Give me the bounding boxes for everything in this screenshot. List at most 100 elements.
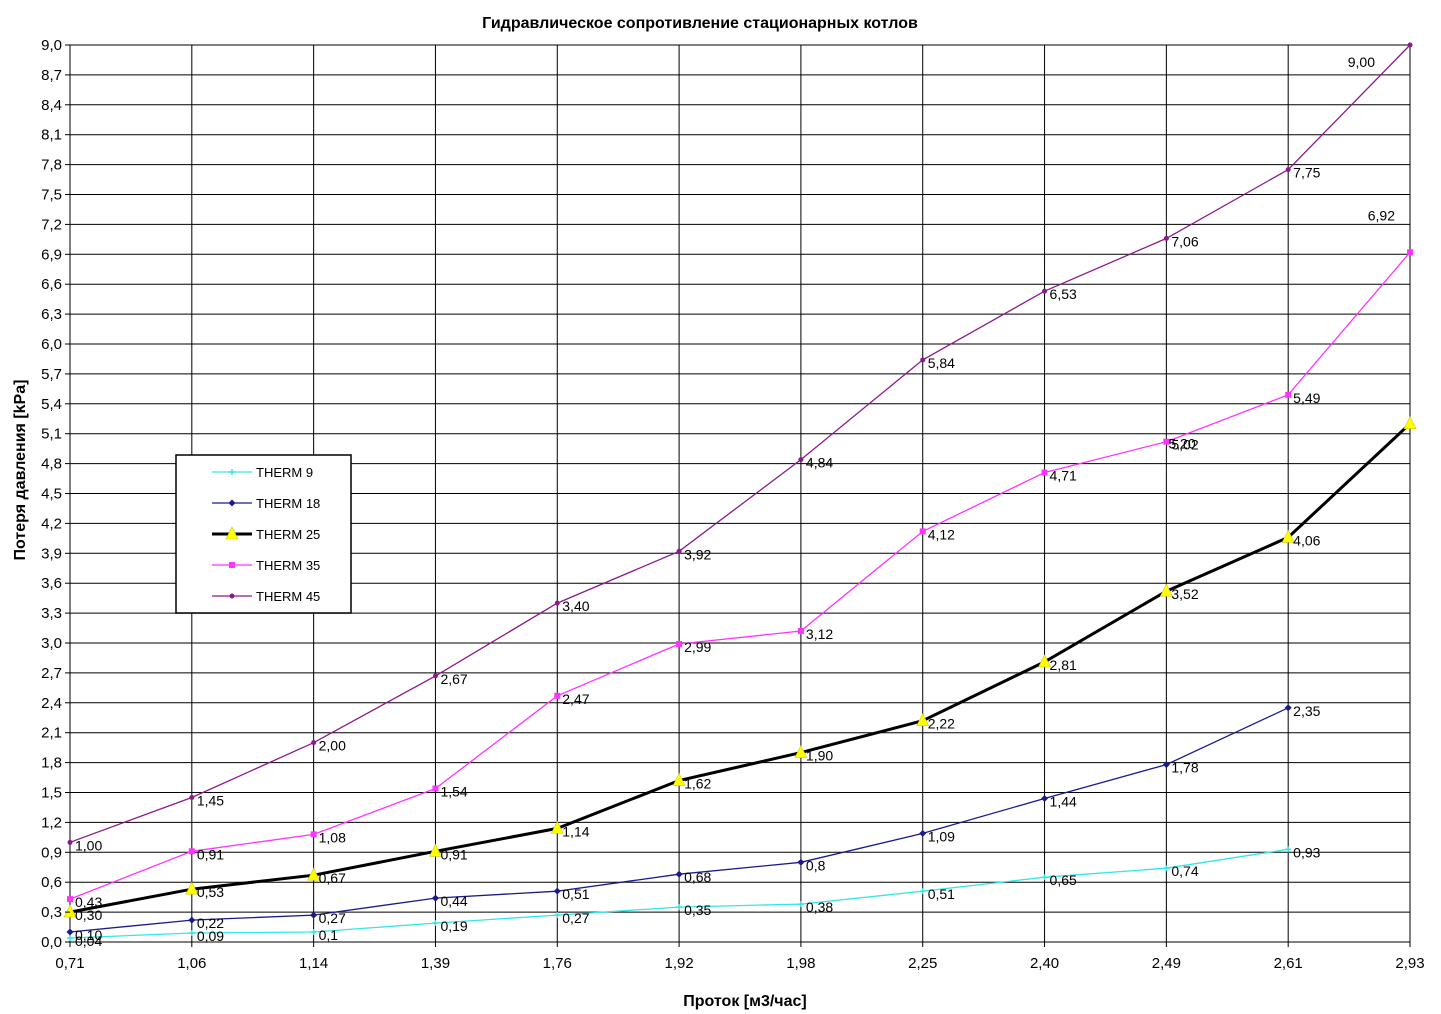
- data-label-therm-35: 6,92: [1368, 207, 1395, 223]
- data-label-therm-45: 2,67: [440, 671, 467, 687]
- data-point-therm-45: [1407, 42, 1413, 48]
- y-tick-label: 8,1: [41, 127, 62, 144]
- legend-marker-therm-45: [229, 593, 235, 599]
- data-label-therm-35: 5,02: [1171, 437, 1198, 453]
- legend-marker-therm-18: [228, 499, 236, 507]
- data-label-therm-9: 0,51: [928, 886, 955, 902]
- legend-marker-therm-35: [229, 562, 235, 568]
- x-tick-label: 1,98: [786, 955, 815, 972]
- data-label-therm-18: 1,78: [1171, 760, 1198, 776]
- data-label-therm-35: 2,99: [684, 639, 711, 655]
- series-line-therm-35: [69, 251, 1411, 900]
- y-tick-label: 7,8: [41, 157, 62, 174]
- data-label-therm-45: 7,06: [1171, 233, 1198, 249]
- data-label-therm-45: 6,53: [1050, 286, 1077, 302]
- data-point-therm-18: [675, 870, 683, 878]
- data-label-therm-35: 4,71: [1050, 468, 1077, 484]
- data-point-therm-45: [1042, 288, 1048, 294]
- data-point-therm-9: [797, 901, 804, 908]
- data-label-therm-45: 1,00: [75, 837, 102, 853]
- data-point-therm-25: [1281, 529, 1295, 543]
- data-point-therm-25: [1403, 416, 1417, 430]
- y-tick-label: 1,2: [41, 814, 62, 831]
- data-point-therm-45: [554, 600, 560, 606]
- data-point-therm-45: [311, 740, 317, 746]
- legend-label-therm-18: THERM 18: [256, 496, 320, 511]
- data-label-therm-25: 0,67: [319, 870, 346, 886]
- data-label-therm-9: 0,1: [319, 927, 339, 943]
- data-point-therm-25: [428, 843, 442, 857]
- data-point-therm-25: [307, 867, 321, 881]
- data-point-therm-18: [797, 858, 805, 866]
- data-point-therm-9: [1041, 874, 1048, 881]
- y-tick-label: 9,0: [41, 37, 62, 54]
- y-tick-label: 4,5: [41, 486, 62, 503]
- data-label-therm-35: 0,91: [197, 846, 224, 862]
- y-tick-label: 6,9: [41, 246, 62, 263]
- x-tick-label: 2,49: [1152, 955, 1181, 972]
- data-point-therm-35: [1041, 469, 1048, 476]
- data-point-therm-25: [1038, 654, 1052, 668]
- y-tick-label: 0,0: [41, 934, 62, 951]
- chart-title: Гидравлическое сопротивление стационарны…: [482, 15, 918, 32]
- data-point-therm-18: [553, 887, 561, 895]
- data-label-therm-9: 0,93: [1293, 844, 1320, 860]
- x-tick-label: 0,71: [55, 955, 84, 972]
- data-label-therm-25: 1,90: [806, 748, 833, 764]
- series-line-therm-45: [69, 44, 1411, 843]
- x-tick-label: 1,14: [299, 955, 328, 972]
- y-tick-label: 3,9: [41, 545, 62, 562]
- data-label-therm-18: 0,22: [197, 915, 224, 931]
- data-label-therm-45: 9,00: [1348, 54, 1375, 70]
- data-point-therm-45: [189, 794, 195, 800]
- x-tick-label: 2,61: [1274, 955, 1303, 972]
- x-axis-label: Проток [м3/час]: [683, 993, 806, 1010]
- data-point-therm-35: [310, 831, 317, 838]
- data-point-therm-9: [310, 929, 317, 936]
- data-point-therm-18: [188, 916, 196, 924]
- data-label-therm-18: 0,68: [684, 869, 711, 885]
- y-tick-label: 6,0: [41, 336, 62, 353]
- data-point-therm-35: [67, 896, 73, 903]
- y-tick-label: 5,7: [41, 366, 62, 383]
- data-label-therm-35: 5,49: [1293, 390, 1320, 406]
- data-point-therm-18: [919, 829, 927, 837]
- y-tick-label: 5,1: [41, 426, 62, 443]
- data-point-therm-35: [188, 848, 195, 855]
- data-label-therm-25: 2,81: [1050, 657, 1077, 673]
- data-label-therm-18: 0,8: [806, 857, 826, 873]
- legend-label-therm-45: THERM 45: [256, 589, 320, 604]
- data-label-therm-45: 5,84: [928, 355, 955, 371]
- data-point-therm-18: [310, 911, 318, 919]
- y-tick-label: 7,5: [41, 187, 62, 204]
- data-point-therm-45: [432, 673, 438, 679]
- data-point-therm-9: [1285, 846, 1292, 853]
- data-point-therm-25: [185, 881, 199, 895]
- data-label-therm-9: 0,65: [1050, 872, 1077, 888]
- data-label-therm-18: 0,10: [75, 927, 102, 943]
- data-point-therm-9: [67, 935, 73, 942]
- data-label-therm-25: 0,53: [197, 884, 224, 900]
- data-point-therm-9: [432, 920, 439, 927]
- y-tick-label: 2,1: [41, 725, 62, 742]
- data-point-therm-45: [1285, 167, 1291, 173]
- data-label-therm-25: 2,22: [928, 716, 955, 732]
- data-point-therm-25: [916, 713, 930, 727]
- x-tick-label: 2,40: [1030, 955, 1059, 972]
- legend: THERM 9 THERM 18 THERM 25 THERM 35 THERM 45: [175, 454, 352, 614]
- data-point-therm-9: [188, 930, 195, 937]
- legend-label-therm-9: THERM 9: [256, 465, 313, 480]
- data-point-therm-18: [431, 894, 439, 902]
- data-point-therm-35: [432, 785, 439, 792]
- data-point-therm-25: [672, 772, 686, 786]
- data-label-therm-45: 1,45: [197, 792, 224, 808]
- data-label-therm-9: 0,74: [1171, 863, 1198, 879]
- data-label-therm-18: 0,51: [562, 886, 589, 902]
- data-point-therm-25: [63, 904, 77, 918]
- data-point-therm-45: [67, 839, 73, 845]
- data-label-therm-45: 3,92: [684, 546, 711, 562]
- legend-box: [175, 454, 352, 614]
- data-point-therm-45: [798, 457, 804, 463]
